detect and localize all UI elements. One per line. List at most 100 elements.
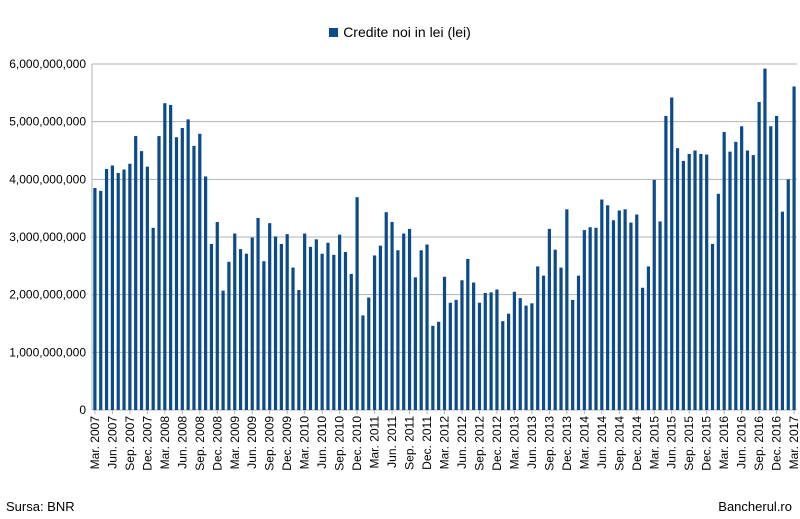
bar	[157, 136, 161, 410]
x-tick-label: Dec. 2011	[420, 416, 434, 470]
x-tick-label: Jun. 2016	[735, 416, 749, 469]
x-tick-label: Dec. 2012	[490, 416, 504, 471]
bar	[740, 126, 744, 410]
bar	[221, 290, 225, 410]
bar	[536, 266, 540, 410]
bar	[722, 132, 726, 411]
bar	[227, 261, 231, 410]
bar	[134, 136, 138, 410]
x-tick-label: Dec. 2010	[350, 416, 364, 471]
bar	[174, 137, 179, 411]
x-tick-label: Jun. 2015	[665, 416, 679, 469]
brand-label: Bancherul.ro	[718, 499, 792, 514]
bar	[588, 227, 592, 410]
x-tick-label: Jun. 2008	[175, 416, 189, 469]
bar	[343, 251, 348, 410]
bar	[99, 190, 103, 410]
bar	[256, 217, 260, 410]
x-tick-label: Mar. 2011	[368, 416, 382, 469]
x-tick-label: Mar. 2009	[228, 416, 242, 470]
bar	[303, 233, 307, 410]
bar	[571, 299, 575, 410]
x-tick-label: Mar. 2012	[438, 416, 452, 470]
bar	[553, 249, 557, 410]
bar	[314, 239, 318, 410]
bar	[233, 233, 237, 410]
bar	[268, 223, 272, 410]
bar	[367, 297, 371, 410]
bar	[477, 302, 482, 410]
x-tick-label: Dec. 2013	[560, 416, 574, 471]
bar	[361, 315, 365, 410]
x-tick-label: Jun. 2012	[455, 416, 469, 469]
y-tick-label: 1,000,000,000	[9, 345, 86, 359]
bar	[745, 150, 750, 410]
bar	[308, 246, 313, 410]
bar	[454, 299, 458, 410]
bar	[670, 97, 674, 410]
bar	[699, 153, 703, 410]
bar	[407, 228, 412, 410]
bar	[273, 236, 278, 410]
bar	[658, 221, 662, 410]
bar	[384, 212, 388, 410]
x-tick-label: Mar. 2010	[298, 416, 312, 470]
bar	[576, 275, 581, 410]
x-tick-label: Mar. 2016	[717, 416, 731, 470]
bar	[390, 222, 394, 410]
bar	[338, 234, 342, 410]
bar	[297, 290, 301, 410]
bar	[518, 298, 522, 410]
bar	[122, 169, 126, 410]
bar	[710, 243, 715, 410]
x-tick-label: Sep. 2015	[682, 416, 696, 471]
bar	[728, 151, 732, 410]
x-tick-label: Sep. 2010	[333, 416, 347, 471]
x-tick-label: Sep. 2013	[542, 416, 556, 471]
bar	[530, 303, 534, 410]
x-tick-label: Mar. 2015	[647, 416, 661, 470]
bar	[792, 86, 796, 411]
y-tick-label: 0	[79, 403, 86, 417]
bar	[524, 305, 528, 410]
bar	[483, 292, 487, 410]
bar	[442, 276, 447, 410]
bar	[547, 228, 551, 410]
y-tick-label: 6,000,000,000	[9, 57, 86, 71]
bar	[238, 249, 243, 410]
x-tick-label: Jun. 2014	[595, 416, 609, 469]
bar	[372, 255, 377, 410]
bar	[326, 242, 330, 410]
y-tick-label: 2,000,000,000	[9, 288, 86, 302]
x-tick-label: Sep. 2016	[752, 416, 766, 471]
x-tick-label: Sep. 2009	[263, 416, 277, 471]
x-tick-label: Sep. 2011	[403, 416, 417, 470]
bar	[139, 151, 144, 410]
bar	[378, 245, 383, 410]
bar	[93, 187, 97, 410]
bar	[769, 126, 773, 410]
bar	[128, 163, 132, 410]
x-tick-label: Mar. 2007	[88, 416, 102, 470]
bar	[198, 133, 202, 410]
y-tick-label: 4,000,000,000	[9, 172, 86, 186]
x-tick-label: Mar. 2014	[577, 416, 591, 470]
bar	[285, 234, 289, 410]
bar	[145, 166, 149, 410]
bar	[489, 292, 493, 410]
bar	[466, 258, 470, 410]
x-tick-label: Dec. 2016	[770, 416, 784, 471]
bar	[623, 209, 627, 410]
bar	[116, 172, 120, 410]
bar	[431, 325, 435, 410]
x-tick-label: Jun. 2009	[245, 416, 259, 469]
bar	[641, 287, 645, 410]
bar	[472, 282, 476, 410]
x-tick-label: Dec. 2015	[700, 416, 714, 471]
bar	[332, 254, 336, 410]
bar	[413, 277, 417, 410]
bar	[786, 179, 790, 410]
x-tick-label: Jun. 2013	[525, 416, 539, 469]
bar	[775, 115, 779, 411]
